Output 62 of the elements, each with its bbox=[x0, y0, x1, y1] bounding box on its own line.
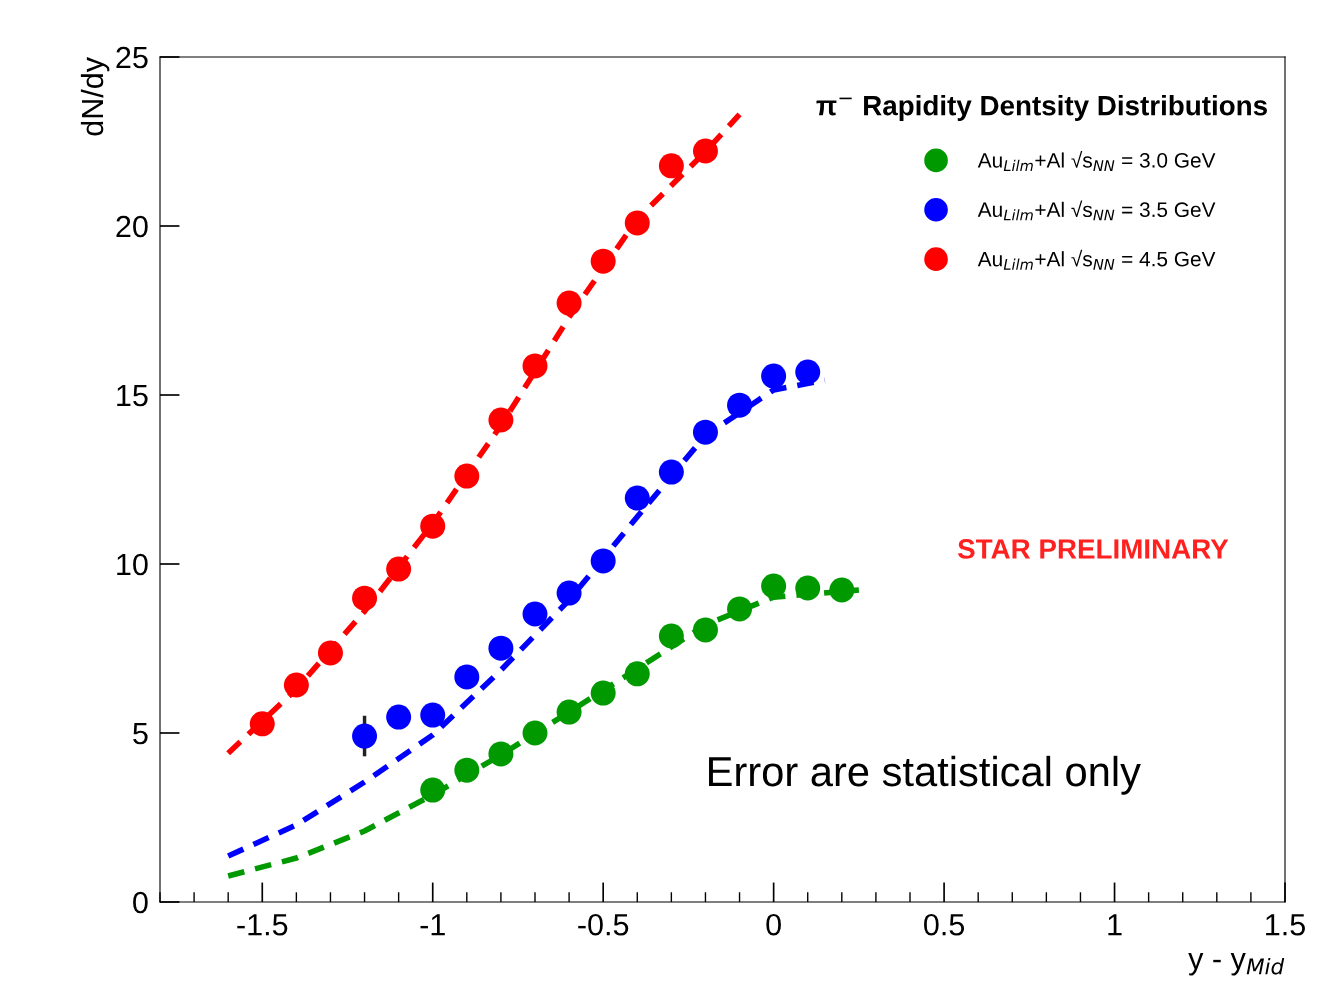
x-tick-label: -0.5 bbox=[578, 913, 629, 936]
x-tick-label: -1 bbox=[420, 914, 445, 936]
legend-label: Au$_{Lilm}$+Al √s$_{NN}$ = 4.5 GeV bbox=[977, 249, 1216, 270]
point bbox=[522, 353, 548, 379]
point bbox=[454, 757, 480, 783]
point bbox=[454, 463, 480, 489]
point bbox=[556, 290, 582, 316]
y-axis-title: dN/dy bbox=[80, 57, 110, 136]
legend-label: Au$_{Lilm}$+Al √s$_{NN}$ = 3.5 GeV bbox=[977, 200, 1216, 221]
annotation: STAR PRELIMINARY bbox=[957, 539, 1229, 559]
x-axis-title: y - y$_{Mid}$ bbox=[1188, 953, 1285, 976]
x-tick-label: 1 bbox=[1108, 914, 1122, 936]
point bbox=[556, 580, 582, 606]
point bbox=[488, 741, 514, 767]
point bbox=[692, 138, 718, 164]
point bbox=[590, 248, 616, 274]
point bbox=[692, 419, 718, 445]
point bbox=[624, 661, 650, 687]
point bbox=[795, 359, 821, 385]
y-tick-label: 15 bbox=[117, 385, 148, 407]
point bbox=[283, 672, 309, 698]
point bbox=[590, 680, 616, 706]
y-tick-label: 5 bbox=[133, 723, 148, 745]
y-tick-label: 25 bbox=[116, 46, 148, 69]
point bbox=[522, 720, 548, 746]
point bbox=[352, 723, 378, 749]
text: π$^{−}$ Rapidity Dentsity Distributions bbox=[816, 95, 1267, 121]
point bbox=[386, 556, 412, 582]
point bbox=[317, 640, 343, 666]
point bbox=[488, 407, 514, 433]
annotation: Error are statistical only bbox=[709, 755, 1141, 795]
point bbox=[658, 153, 684, 179]
point bbox=[488, 635, 514, 661]
x-tick-label: -1.5 bbox=[237, 914, 288, 936]
point bbox=[420, 702, 446, 728]
point bbox=[658, 623, 684, 649]
point bbox=[420, 513, 446, 539]
y-tick-label: 10 bbox=[117, 553, 148, 576]
point bbox=[522, 601, 548, 627]
point bbox=[386, 704, 412, 730]
legend-label: Au$_{Lilm}$+Al √s$_{NN}$ = 3.0 GeV bbox=[977, 151, 1216, 171]
point bbox=[454, 664, 480, 690]
point bbox=[249, 711, 275, 737]
point bbox=[829, 577, 855, 603]
point bbox=[658, 459, 684, 485]
point bbox=[795, 575, 821, 601]
point bbox=[624, 485, 650, 511]
point bbox=[692, 617, 718, 643]
x-tick-label: 0.5 bbox=[924, 913, 965, 936]
point bbox=[420, 777, 446, 803]
point bbox=[727, 596, 753, 622]
y-tick-label: 0 bbox=[133, 891, 148, 914]
x-tick-label: 0 bbox=[766, 913, 781, 936]
point bbox=[727, 392, 753, 418]
point bbox=[352, 585, 378, 611]
point bbox=[590, 548, 616, 574]
point bbox=[761, 573, 787, 599]
y-tick-label: 20 bbox=[116, 215, 148, 238]
point bbox=[761, 363, 787, 389]
point bbox=[556, 699, 582, 725]
point bbox=[624, 210, 650, 236]
x-tick-label: 1.5 bbox=[1266, 914, 1305, 936]
